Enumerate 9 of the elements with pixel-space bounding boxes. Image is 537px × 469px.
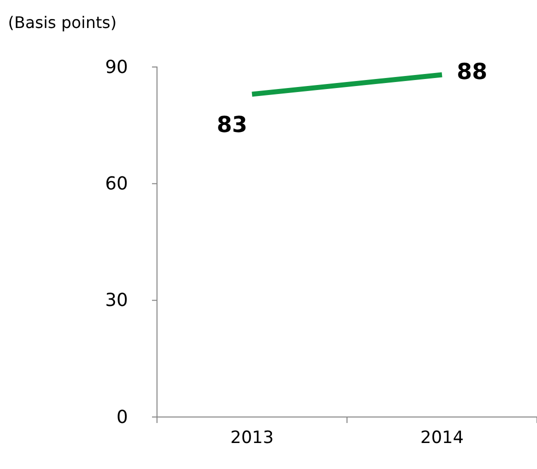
y-tick-label: 90 (105, 56, 128, 78)
x-tick-label: 2013 (230, 428, 274, 448)
y-tick-label: 0 (116, 406, 128, 428)
y-tick-label: 30 (105, 290, 128, 312)
y-axis-title: (Basis points) (8, 13, 117, 32)
x-tick-label: 2014 (420, 428, 464, 448)
data-label: 83 (216, 113, 248, 138)
data-label: 88 (456, 60, 488, 85)
y-tick-label: 60 (105, 173, 128, 194)
